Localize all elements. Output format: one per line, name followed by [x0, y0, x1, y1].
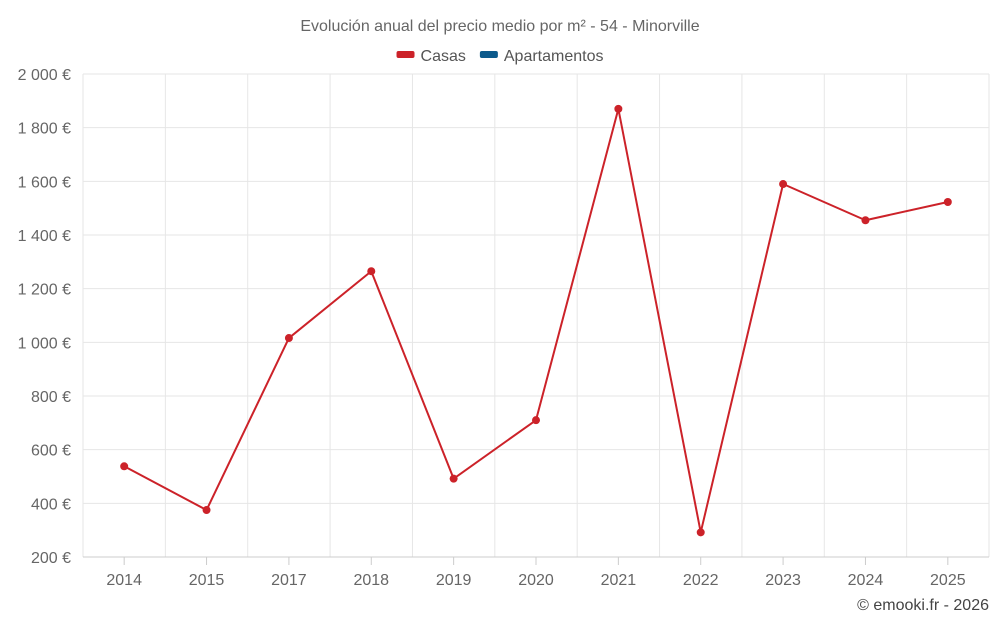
series-group	[120, 104, 952, 537]
x-tick-label: 2025	[930, 572, 966, 589]
x-tick-label: 2023	[765, 572, 801, 589]
data-point[interactable]	[532, 416, 540, 425]
y-tick-label: 2 000 €	[18, 67, 71, 84]
legend: Casas Apartamentos	[396, 48, 604, 65]
legend-item[interactable]: Apartamentos	[479, 48, 604, 65]
data-point[interactable]	[696, 528, 705, 537]
credit-text: © emooki.fr - 2026	[857, 597, 989, 614]
legend-swatch	[396, 51, 415, 58]
y-tick-label: 1 200 €	[18, 282, 71, 299]
y-tick-label: 400 €	[31, 496, 71, 513]
x-tick-label: 2022	[683, 572, 719, 589]
data-point[interactable]	[943, 197, 952, 206]
legend-item[interactable]: Casas	[396, 48, 466, 65]
y-tick-label: 1 400 €	[18, 228, 71, 245]
y-tick-label: 1 800 €	[18, 121, 71, 138]
data-point[interactable]	[614, 104, 623, 113]
data-point[interactable]	[861, 216, 870, 225]
x-tick-label: 2014	[106, 572, 142, 589]
x-tick-label: 2015	[189, 572, 225, 589]
data-point[interactable]	[202, 506, 211, 515]
x-tick-label: 2020	[518, 572, 554, 589]
x-axis: 2014 2015 2017 2018 2019 2020 2021 2022 2023 2024…	[83, 556, 989, 589]
data-point[interactable]	[449, 474, 458, 483]
y-tick-label: 200 €	[31, 550, 71, 567]
y-tick-label: 1 000 €	[18, 335, 71, 352]
legend-label: Casas	[421, 48, 466, 65]
chart-title: Evolución anual del precio medio por m² …	[300, 18, 699, 35]
data-point[interactable]	[779, 180, 788, 189]
y-tick-label: 1 600 €	[18, 174, 71, 191]
y-tick-label: 600 €	[31, 443, 71, 460]
x-tick-label: 2024	[848, 572, 884, 589]
legend-swatch	[479, 51, 498, 58]
x-tick-label: 2021	[601, 572, 637, 589]
x-tick-label: 2019	[436, 572, 472, 589]
y-axis: 200 € 400 € 600 € 800 € 1 000 € 1 200 € 1 400 …	[18, 67, 71, 567]
legend-label: Apartamentos	[504, 48, 604, 65]
data-point[interactable]	[367, 267, 376, 276]
data-point[interactable]	[284, 334, 293, 343]
y-tick-label: 800 €	[31, 389, 71, 406]
data-point[interactable]	[120, 462, 129, 471]
x-tick-label: 2018	[353, 572, 389, 589]
x-tick-label: 2017	[271, 572, 307, 589]
